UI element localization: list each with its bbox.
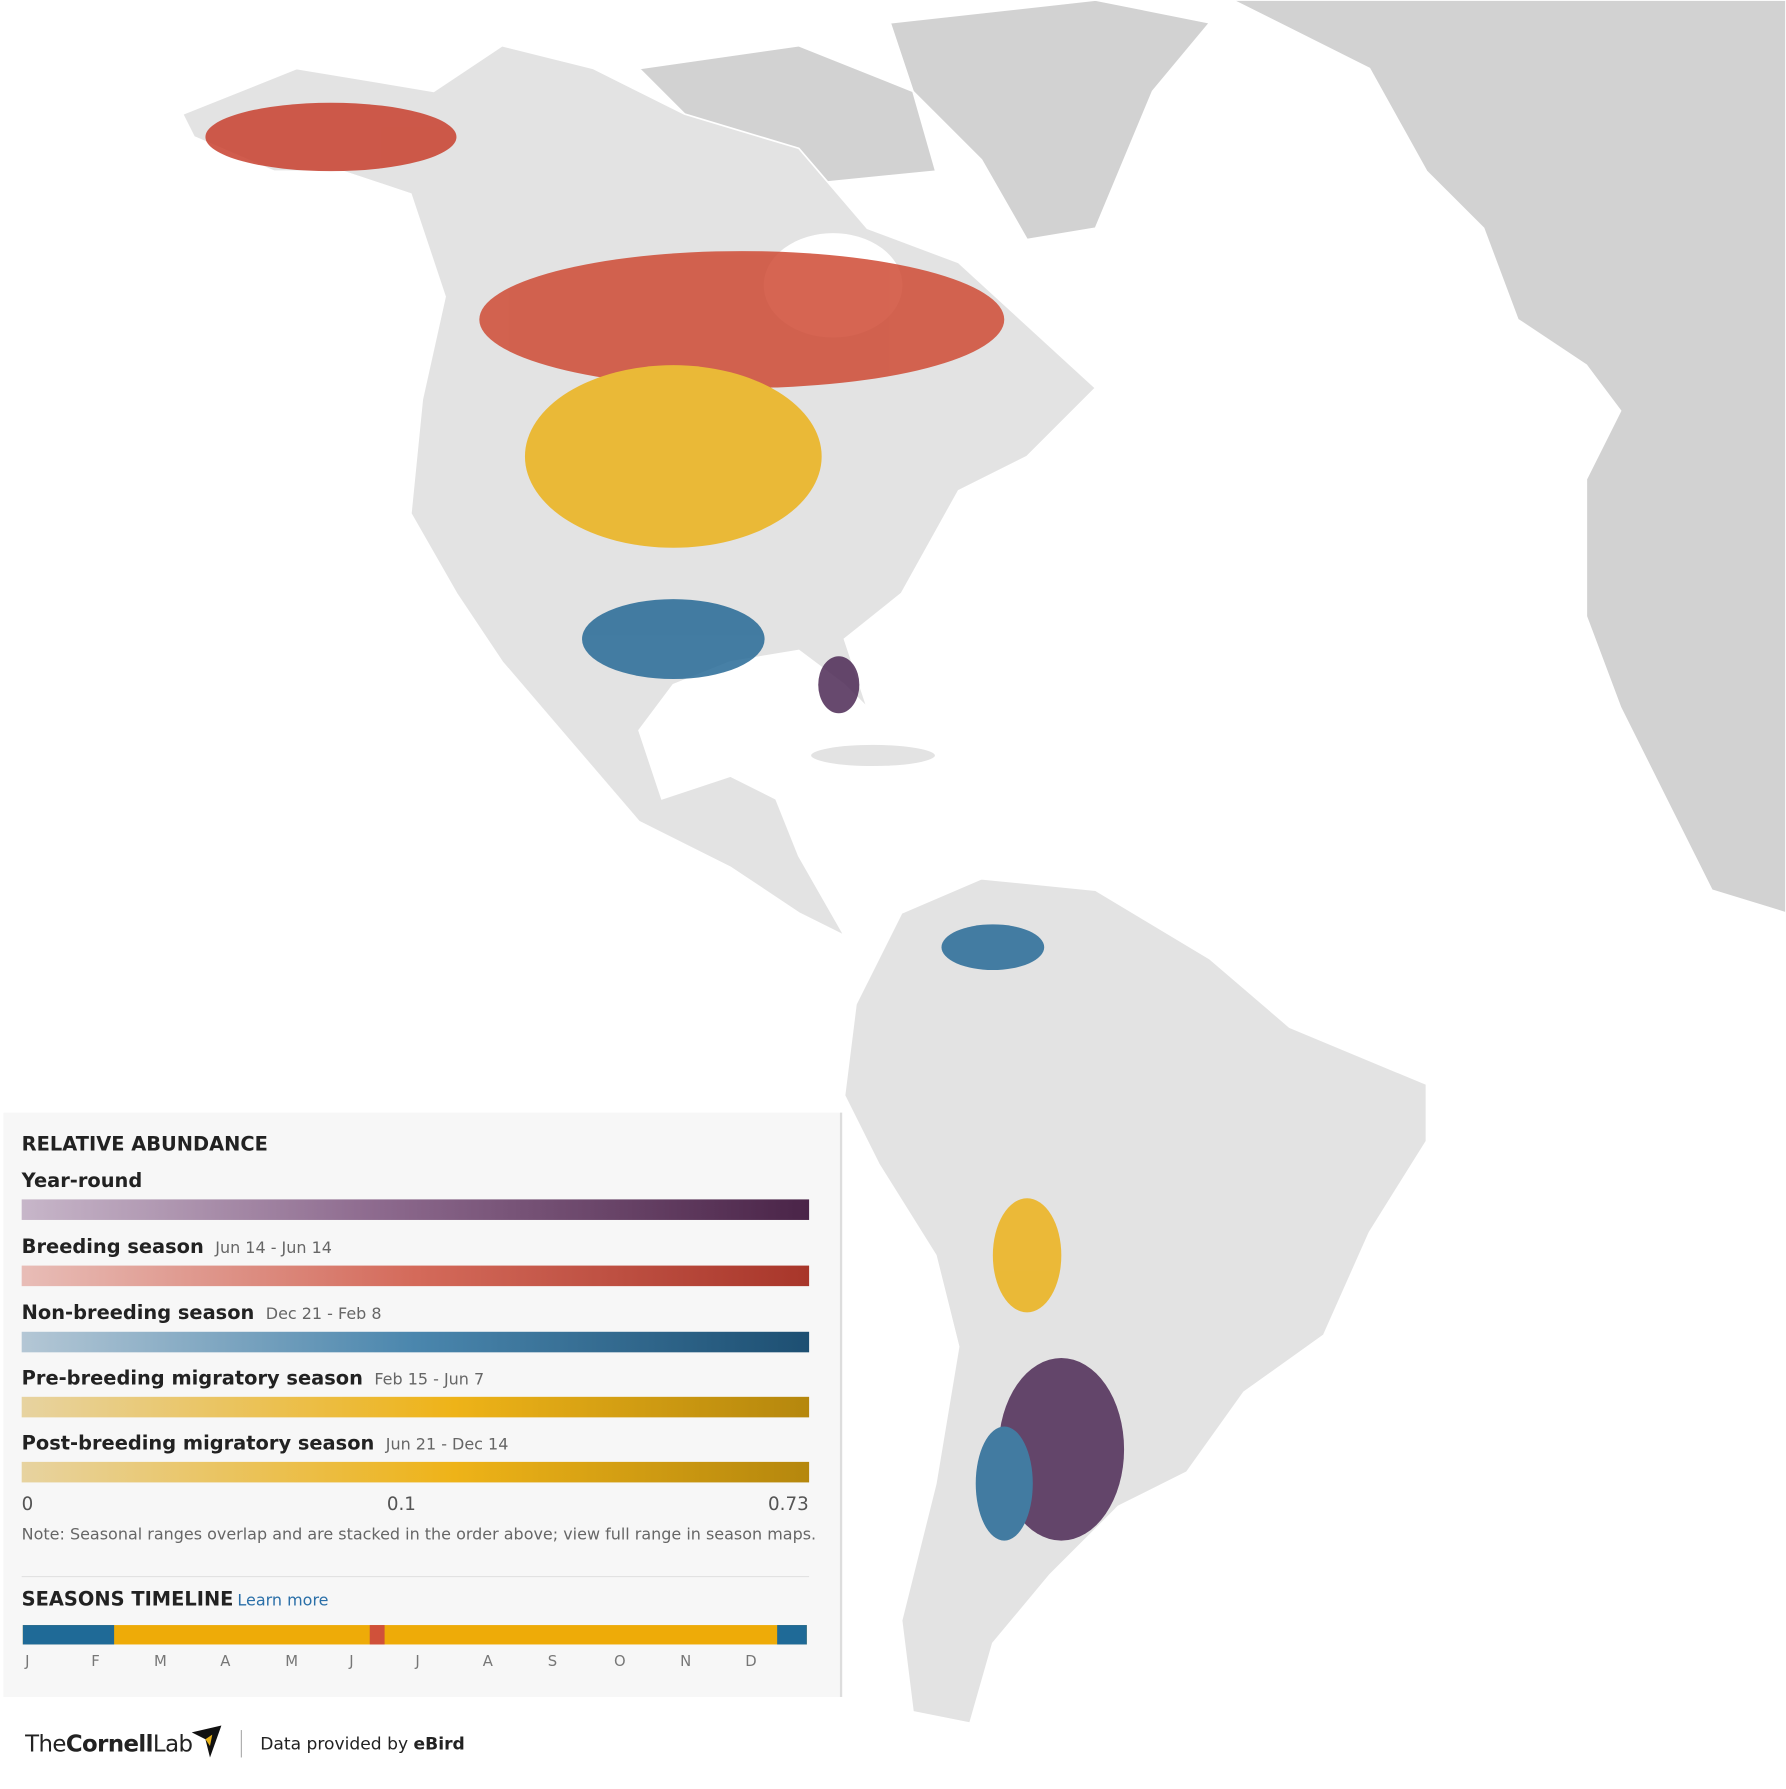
month-label: J [349,1653,354,1671]
scale-label: 0 [21,1492,34,1515]
abundance-bar [21,1331,810,1353]
season-dates: Feb 15 - Jun 7 [374,1370,485,1389]
season-label: Non-breeding season Dec 21 - Feb 8 [22,1302,382,1325]
abundance-bar [21,1199,810,1220]
legend-title: RELATIVE ABUNDANCE [21,1133,268,1157]
season-dates: Jun 21 - Dec 14 [385,1435,509,1454]
season-label: Breeding season Jun 14 - Jun 14 [22,1236,332,1259]
footer-divider [240,1730,242,1758]
season-dates: Dec 21 - Feb 8 [265,1305,382,1324]
season-label: Pre-breeding migratory season Feb 15 - Ju… [22,1367,484,1390]
month-label: D [745,1653,757,1671]
month-label: F [91,1653,100,1671]
scale-label: 0.1 [386,1492,416,1515]
season-name: Pre-breeding migratory season [21,1367,363,1390]
legend-note: Note: Seasonal ranges overlap and are st… [21,1525,817,1545]
logo-bird [191,1725,222,1758]
season-name: Post-breeding migratory season [21,1432,375,1456]
season-name: Non-breeding season [21,1302,255,1325]
range-nonbreeding [975,1426,1033,1541]
timeline-nonbreeding [777,1625,807,1645]
greenland [888,0,1212,241]
season-name: Year-round [21,1169,143,1193]
month-label: N [680,1653,692,1671]
logo-text: Cornell [65,1730,154,1758]
logo-text: The [25,1730,66,1758]
month-label: M [154,1653,167,1671]
month-label: A [220,1653,231,1671]
range-breeding [479,251,1005,389]
legend-panel: RELATIVE ABUNDANCE Note: Seasonal ranges… [3,1112,843,1697]
month-label: J [25,1653,30,1671]
timeline-title: SEASONS TIMELINE [21,1588,234,1612]
timeline-nonbreeding [22,1625,115,1645]
range-migration [524,365,822,548]
range-migration [992,1198,1062,1313]
season-name: Breeding season [21,1235,204,1259]
season-dates: Jun 14 - Jun 14 [215,1239,332,1258]
season-label: Post-breeding migratory season Jun 21 - D… [22,1432,509,1455]
cornell-logo: TheCornellLab [25,1730,193,1758]
scale-label: 0.73 [768,1492,809,1515]
range-nonbreeding [941,924,1045,971]
abundance-bar [21,1396,810,1418]
learn-more-link[interactable]: Learn more [237,1591,329,1611]
abundance-bar [21,1461,810,1483]
europe-africa [1232,0,1786,914]
seasons-timeline [22,1625,807,1645]
timeline-breeding [369,1625,385,1645]
credit-brand: eBird [413,1733,465,1755]
month-label: A [482,1653,493,1671]
logo-text: Lab [152,1730,193,1758]
range-yearround [818,656,860,714]
south-america [843,877,1428,1725]
month-label: O [613,1653,626,1671]
range-nonbreeding [582,599,765,680]
divider [21,1575,810,1578]
credit: Data provided by eBird [260,1733,465,1754]
cuba [809,743,937,768]
month-label: M [285,1653,299,1671]
month-label: J [415,1653,420,1671]
range-breeding [205,102,457,172]
season-label: Year-round [22,1170,143,1193]
credit-text: Data provided by [260,1733,409,1755]
month-label: S [547,1653,558,1671]
abundance-bar [21,1265,810,1287]
